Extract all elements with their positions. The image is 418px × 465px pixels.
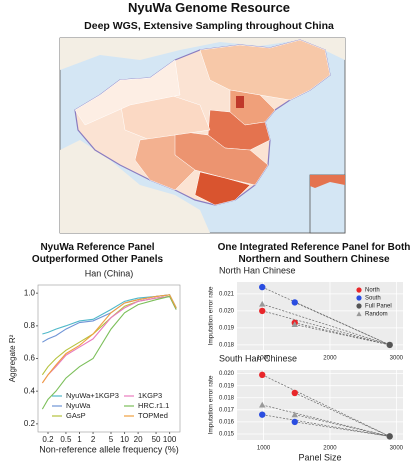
connector (262, 310, 390, 346)
point (291, 299, 298, 306)
chart-title: South Han Chinese (219, 353, 297, 363)
point (259, 401, 266, 408)
x-tick-label: 20 (134, 435, 143, 444)
right-heading: One Integrated Reference Panel for Both … (217, 242, 411, 265)
legend-label: NyuWa+1KGP3 (66, 391, 119, 400)
point (386, 433, 393, 440)
y-tick-label: 0.018 (219, 395, 235, 401)
x-tick-label: 1000 (257, 356, 271, 362)
y-tick-label: 0.020 (219, 308, 235, 314)
legend-label: 1KGP3 (138, 391, 162, 400)
y-tick-label: 0.018 (219, 342, 235, 348)
x-axis-label: Panel Size (298, 452, 341, 462)
legend-swatch (356, 303, 362, 309)
y-tick-label: 0.016 (219, 419, 235, 425)
legend-label: TOPMed (138, 411, 168, 420)
point (386, 341, 393, 349)
map (59, 37, 346, 234)
province (199, 39, 331, 101)
point (259, 411, 266, 418)
x-tick-label: 50 (152, 435, 161, 444)
legend-label: South (365, 296, 381, 302)
legend-swatch (356, 295, 362, 301)
y-axis-label: Imputation error rate (208, 286, 215, 345)
x-tick-label: 2 (91, 435, 96, 444)
connector (262, 303, 390, 346)
province (236, 96, 244, 108)
line-series (41, 295, 177, 384)
y-tick-label: 0.6 (24, 354, 36, 363)
connector (294, 414, 390, 437)
point (291, 418, 298, 426)
chart-title: North Han Chinese (219, 265, 296, 275)
land (60, 38, 345, 70)
x-tick-label: 2000 (323, 356, 337, 362)
x-tick-label: 2000 (323, 446, 337, 452)
left-heading: NyuWa Reference Panel Outperformed Other… (31, 242, 164, 265)
y-tick-label: 0.017 (219, 407, 235, 413)
point (259, 371, 266, 379)
legend-label: GAsP (66, 411, 86, 420)
legend-label: NyuWa (66, 401, 91, 410)
x-tick-label: 100 (163, 435, 177, 444)
x-tick-label: 1000 (257, 446, 271, 452)
y-tick-label: 0.019 (219, 383, 235, 389)
y-axis-label: Imputation error rate (208, 375, 215, 434)
legend-label: North (365, 288, 380, 294)
x-tick-label: 0.5 (60, 435, 72, 444)
title: NyuWa Genome Resource (127, 0, 291, 15)
legend-swatch (356, 311, 362, 317)
line-series (41, 295, 177, 410)
point (259, 283, 266, 291)
x-tick-label: 1 (77, 435, 82, 444)
legend-swatch (356, 287, 362, 293)
connector (262, 404, 390, 437)
legend-label: Full Panel (365, 304, 392, 310)
point (291, 321, 298, 328)
x-tick-label: 0.2 (42, 435, 54, 444)
line-series (41, 294, 177, 384)
y-tick-label: 0.020 (219, 371, 235, 377)
x-tick-label: 10 (120, 435, 129, 444)
x-axis-label: Non-reference allele frequency (%) (39, 444, 179, 454)
province (119, 94, 211, 141)
x-tick-label: 5 (109, 435, 114, 444)
y-tick-label: 0.021 (219, 291, 235, 297)
connector (262, 374, 390, 437)
point (259, 300, 266, 307)
point (291, 389, 298, 397)
subtitle: Deep WGS, Extensive Sampling throughout … (84, 20, 334, 32)
point (291, 411, 298, 418)
inset-land (310, 175, 345, 188)
province (74, 59, 181, 126)
y-tick-label: 0.4 (24, 386, 36, 395)
plot-area (237, 370, 403, 440)
y-axis-label: Aggregate R² (8, 334, 17, 382)
legend-label: Random (365, 312, 388, 318)
y-tick-label: 0.015 (219, 432, 235, 438)
legend-label: HRC.r1.1 (138, 401, 169, 410)
province (194, 171, 251, 206)
y-tick-label: 1.0 (24, 288, 36, 297)
y-tick-label: 0.8 (24, 321, 36, 330)
x-tick-label: 3000 (390, 446, 404, 452)
connector (294, 324, 390, 346)
y-tick-label: 0.2 (24, 419, 36, 428)
province (134, 134, 196, 191)
x-tick-label: 3000 (390, 356, 404, 362)
chart-title: Han (China) (85, 268, 134, 278)
land (60, 140, 210, 233)
connector (262, 414, 390, 437)
y-tick-label: 0.019 (219, 325, 235, 331)
point (259, 307, 266, 315)
